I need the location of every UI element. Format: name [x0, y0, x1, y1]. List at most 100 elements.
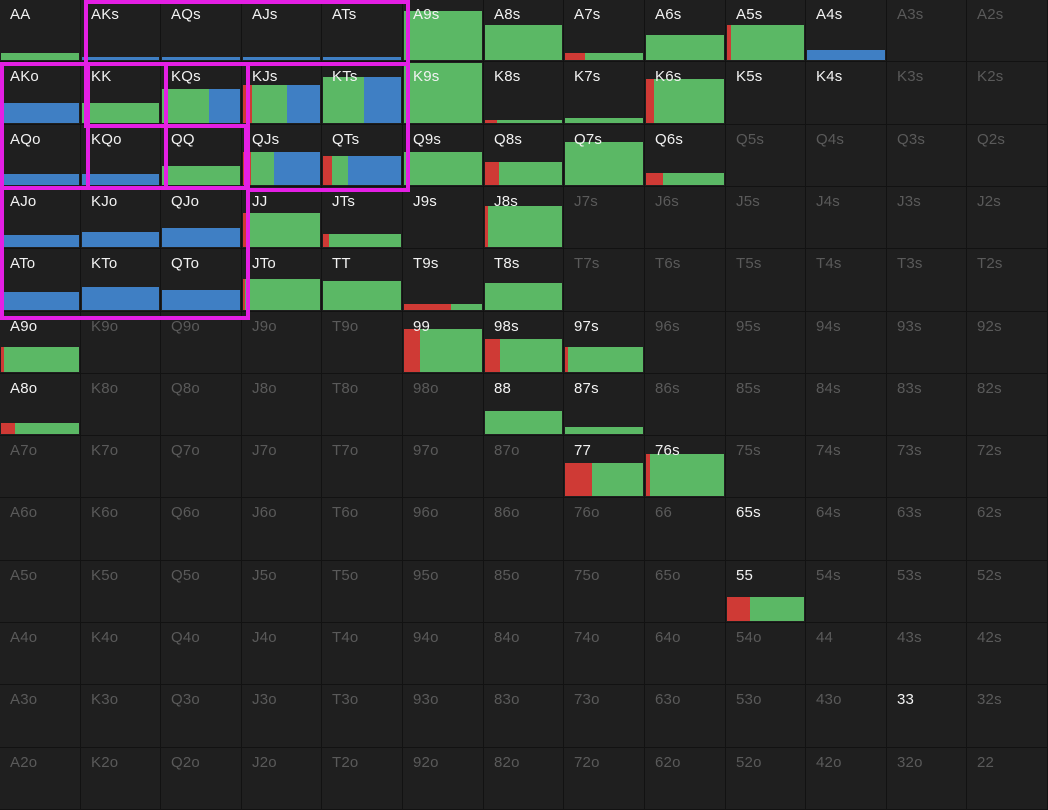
- hand-cell[interactable]: QTs: [322, 125, 403, 187]
- hand-cell[interactable]: KK: [81, 62, 161, 125]
- hand-cell[interactable]: A3o: [0, 685, 81, 748]
- hand-cell[interactable]: 85o: [484, 561, 564, 623]
- hand-cell[interactable]: TT: [322, 249, 403, 312]
- hand-cell[interactable]: 32s: [967, 685, 1048, 748]
- hand-cell[interactable]: 53s: [887, 561, 967, 623]
- hand-cell[interactable]: 87s: [564, 374, 645, 436]
- hand-cell[interactable]: A5o: [0, 561, 81, 623]
- hand-cell[interactable]: Q8o: [161, 374, 242, 436]
- hand-cell[interactable]: 43s: [887, 623, 967, 685]
- hand-cell[interactable]: 75s: [726, 436, 806, 498]
- hand-cell[interactable]: 93o: [403, 685, 484, 748]
- hand-cell[interactable]: J8o: [242, 374, 322, 436]
- hand-cell[interactable]: 76o: [564, 498, 645, 561]
- hand-cell[interactable]: T7o: [322, 436, 403, 498]
- hand-cell[interactable]: 96s: [645, 312, 726, 374]
- hand-cell[interactable]: T2s: [967, 249, 1048, 312]
- hand-cell[interactable]: 98o: [403, 374, 484, 436]
- hand-cell[interactable]: J2o: [242, 748, 322, 810]
- hand-cell[interactable]: J3s: [887, 187, 967, 249]
- hand-cell[interactable]: 62s: [967, 498, 1048, 561]
- hand-cell[interactable]: Q6s: [645, 125, 726, 187]
- hand-cell[interactable]: A5s: [726, 0, 806, 62]
- hand-cell[interactable]: J5o: [242, 561, 322, 623]
- hand-cell[interactable]: J4s: [806, 187, 887, 249]
- hand-cell[interactable]: 65o: [645, 561, 726, 623]
- hand-cell[interactable]: QJs: [242, 125, 322, 187]
- hand-cell[interactable]: Q9o: [161, 312, 242, 374]
- hand-cell[interactable]: A7o: [0, 436, 81, 498]
- hand-cell[interactable]: J8s: [484, 187, 564, 249]
- hand-cell[interactable]: T5o: [322, 561, 403, 623]
- hand-cell[interactable]: T9o: [322, 312, 403, 374]
- hand-cell[interactable]: Q8s: [484, 125, 564, 187]
- hand-cell[interactable]: 82s: [967, 374, 1048, 436]
- hand-cell[interactable]: K4o: [81, 623, 161, 685]
- hand-cell[interactable]: 42s: [967, 623, 1048, 685]
- hand-cell[interactable]: Q2s: [967, 125, 1048, 187]
- hand-cell[interactable]: KQs: [161, 62, 242, 125]
- hand-cell[interactable]: K8o: [81, 374, 161, 436]
- hand-cell[interactable]: 22: [967, 748, 1048, 810]
- hand-cell[interactable]: 97s: [564, 312, 645, 374]
- hand-cell[interactable]: J7o: [242, 436, 322, 498]
- hand-cell[interactable]: AJs: [242, 0, 322, 62]
- hand-cell[interactable]: AQs: [161, 0, 242, 62]
- hand-cell[interactable]: A4s: [806, 0, 887, 62]
- hand-cell[interactable]: K5s: [726, 62, 806, 125]
- hand-cell[interactable]: 94o: [403, 623, 484, 685]
- hand-cell[interactable]: 75o: [564, 561, 645, 623]
- hand-cell[interactable]: KQo: [81, 125, 161, 187]
- hand-cell[interactable]: KJo: [81, 187, 161, 249]
- hand-cell[interactable]: K8s: [484, 62, 564, 125]
- hand-cell[interactable]: T7s: [564, 249, 645, 312]
- hand-cell[interactable]: Q5o: [161, 561, 242, 623]
- hand-cell[interactable]: AKs: [81, 0, 161, 62]
- hand-cell[interactable]: 97o: [403, 436, 484, 498]
- hand-cell[interactable]: 77: [564, 436, 645, 498]
- hand-cell[interactable]: 52s: [967, 561, 1048, 623]
- hand-cell[interactable]: J5s: [726, 187, 806, 249]
- hand-cell[interactable]: K2o: [81, 748, 161, 810]
- hand-cell[interactable]: AQo: [0, 125, 81, 187]
- hand-cell[interactable]: K6o: [81, 498, 161, 561]
- hand-cell[interactable]: K2s: [967, 62, 1048, 125]
- hand-cell[interactable]: T2o: [322, 748, 403, 810]
- hand-cell[interactable]: K6s: [645, 62, 726, 125]
- hand-cell[interactable]: 83o: [484, 685, 564, 748]
- hand-cell[interactable]: K9o: [81, 312, 161, 374]
- hand-cell[interactable]: 66: [645, 498, 726, 561]
- hand-cell[interactable]: K5o: [81, 561, 161, 623]
- hand-cell[interactable]: J6o: [242, 498, 322, 561]
- hand-cell[interactable]: T3s: [887, 249, 967, 312]
- hand-cell[interactable]: Q7s: [564, 125, 645, 187]
- hand-cell[interactable]: 95s: [726, 312, 806, 374]
- hand-cell[interactable]: 85s: [726, 374, 806, 436]
- hand-cell[interactable]: 96o: [403, 498, 484, 561]
- hand-cell[interactable]: J9o: [242, 312, 322, 374]
- hand-cell[interactable]: 43o: [806, 685, 887, 748]
- hand-cell[interactable]: A4o: [0, 623, 81, 685]
- hand-cell[interactable]: QJo: [161, 187, 242, 249]
- hand-cell[interactable]: 84s: [806, 374, 887, 436]
- hand-cell[interactable]: 86o: [484, 498, 564, 561]
- hand-cell[interactable]: 73s: [887, 436, 967, 498]
- hand-cell[interactable]: 63s: [887, 498, 967, 561]
- hand-cell[interactable]: 95o: [403, 561, 484, 623]
- hand-cell[interactable]: 54o: [726, 623, 806, 685]
- hand-cell[interactable]: J7s: [564, 187, 645, 249]
- hand-cell[interactable]: AJo: [0, 187, 81, 249]
- hand-cell[interactable]: ATo: [0, 249, 81, 312]
- hand-cell[interactable]: Q6o: [161, 498, 242, 561]
- hand-cell[interactable]: 33: [887, 685, 967, 748]
- hand-cell[interactable]: A3s: [887, 0, 967, 62]
- hand-cell[interactable]: 98s: [484, 312, 564, 374]
- hand-cell[interactable]: A6s: [645, 0, 726, 62]
- hand-cell[interactable]: K7s: [564, 62, 645, 125]
- hand-cell[interactable]: 88: [484, 374, 564, 436]
- hand-cell[interactable]: KTs: [322, 62, 403, 125]
- hand-cell[interactable]: 83s: [887, 374, 967, 436]
- hand-cell[interactable]: QTo: [161, 249, 242, 312]
- hand-cell[interactable]: 32o: [887, 748, 967, 810]
- hand-cell[interactable]: J4o: [242, 623, 322, 685]
